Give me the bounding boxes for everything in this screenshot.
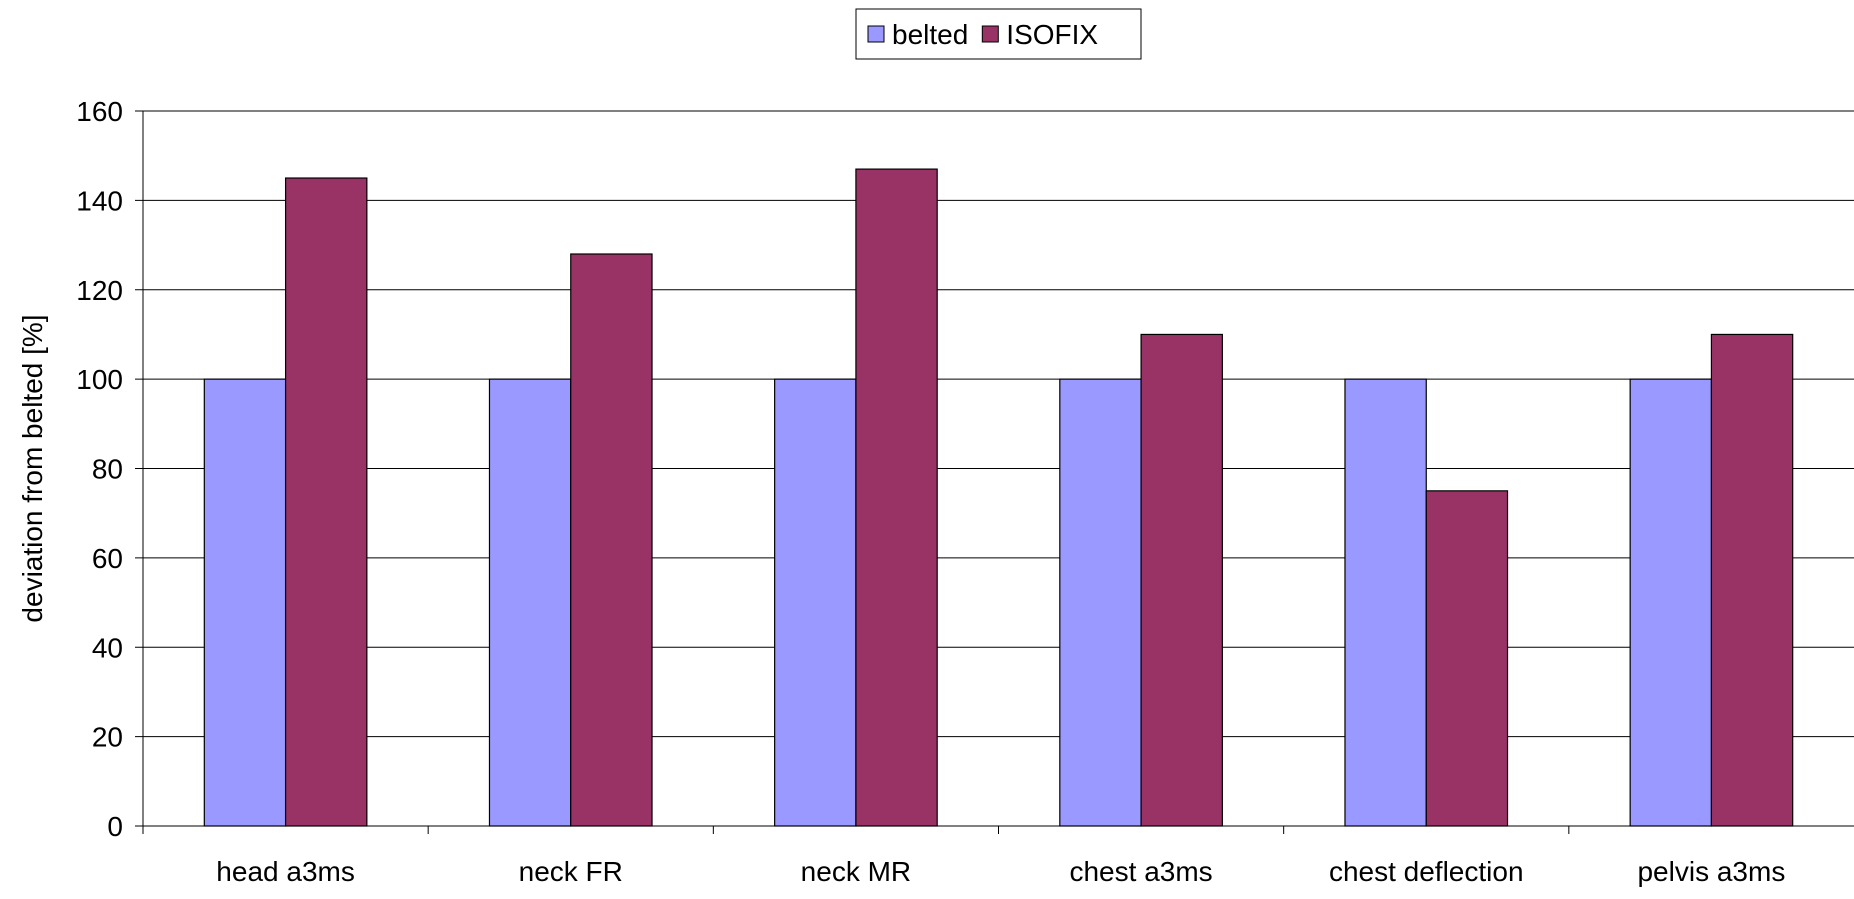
x-category-label: chest deflection [1329,856,1524,887]
y-tick-label: 140 [76,185,123,216]
y-tick-label: 160 [76,96,123,127]
y-tick-label: 80 [92,454,123,485]
y-axis-title: deviation from belted [%] [17,314,48,622]
x-category-label: neck MR [801,856,911,887]
axes [135,110,1854,834]
x-category-label: head a3ms [216,856,355,887]
legend: belted ISOFIX [855,8,1142,60]
y-tick-label: 40 [92,632,123,663]
bar-belted-2 [488,378,572,827]
bar-isofix-2 [570,253,653,827]
legend-label-belted: belted [892,19,968,50]
bar-belted-4 [1059,378,1142,827]
y-tick-label: 100 [76,364,123,395]
bar-isofix-6 [1710,333,1794,827]
bar-belted-1 [203,378,287,827]
legend-swatch-isofix [981,25,999,43]
y-tick-label: 20 [92,722,123,753]
bar-belted-5 [1344,378,1427,827]
bar-isofix-5 [1425,490,1509,827]
x-category-label: pelvis a3ms [1637,856,1785,887]
legend-label-isofix: ISOFIX [1006,19,1098,50]
labels: 0 20 40 60 80 100 120 140 160 deviation from belt… [17,96,1785,887]
y-tick-label: 60 [92,543,123,574]
gridlines [143,110,1854,738]
y-tick-label: 120 [76,275,123,306]
bar-belted-6 [1629,378,1713,827]
x-category-label: chest a3ms [1069,856,1212,887]
bar-belted-3 [774,378,857,827]
x-category-label: neck FR [519,856,623,887]
bar-isofix-3 [855,168,938,827]
bar-isofix-4 [1140,333,1223,827]
legend-swatch-belted [867,25,885,43]
y-tick-label: 0 [107,811,123,842]
bars [203,168,1794,827]
bar-isofix-1 [284,177,368,827]
